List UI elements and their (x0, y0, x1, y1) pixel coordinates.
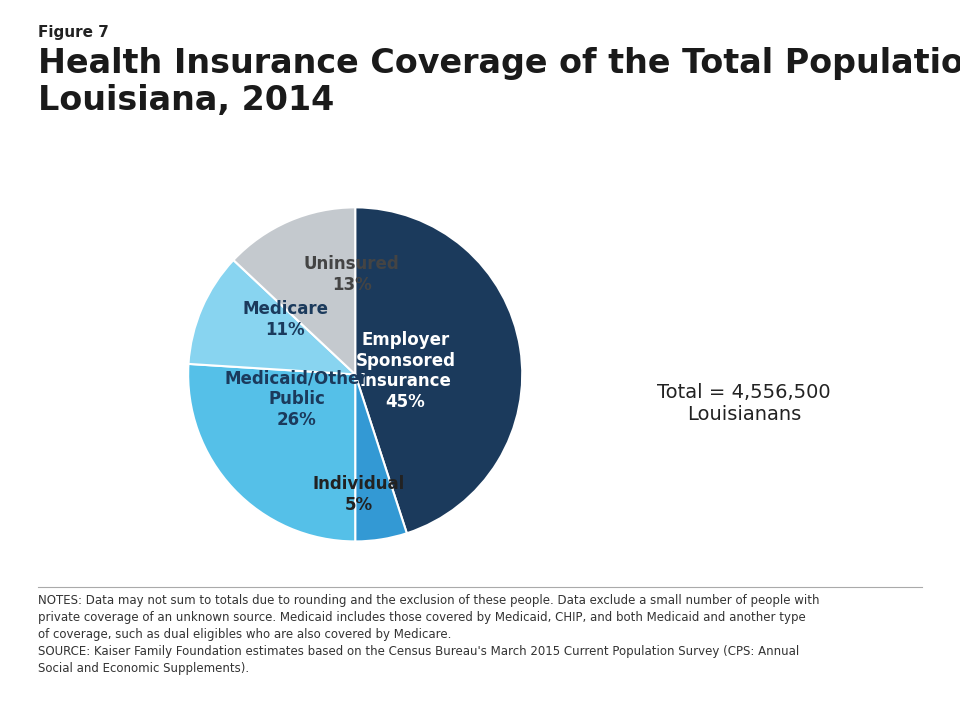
Text: Medicare
11%: Medicare 11% (242, 300, 328, 338)
Wedge shape (355, 207, 522, 534)
Wedge shape (233, 207, 355, 374)
Text: Health Insurance Coverage of the Total Population in
Louisiana, 2014: Health Insurance Coverage of the Total P… (38, 47, 960, 117)
Wedge shape (355, 374, 407, 541)
Text: THE HENRY J.: THE HENRY J. (850, 616, 904, 624)
Wedge shape (188, 260, 355, 374)
Text: NOTES: Data may not sum to totals due to rounding and the exclusion of these peo: NOTES: Data may not sum to totals due to… (38, 594, 820, 675)
Text: Figure 7: Figure 7 (38, 25, 109, 40)
Text: KAISER
FAMILY
FOUNDATION: KAISER FAMILY FOUNDATION (830, 637, 924, 680)
Text: Employer
Sponsored
Insurance
45%: Employer Sponsored Insurance 45% (355, 331, 455, 411)
Wedge shape (188, 364, 355, 541)
Text: Individual
5%: Individual 5% (312, 475, 405, 514)
Text: Medicaid/Other
Public
26%: Medicaid/Other Public 26% (225, 369, 369, 429)
Text: Total = 4,556,500
Louisianans: Total = 4,556,500 Louisianans (658, 383, 830, 423)
Text: Uninsured
13%: Uninsured 13% (304, 255, 399, 294)
